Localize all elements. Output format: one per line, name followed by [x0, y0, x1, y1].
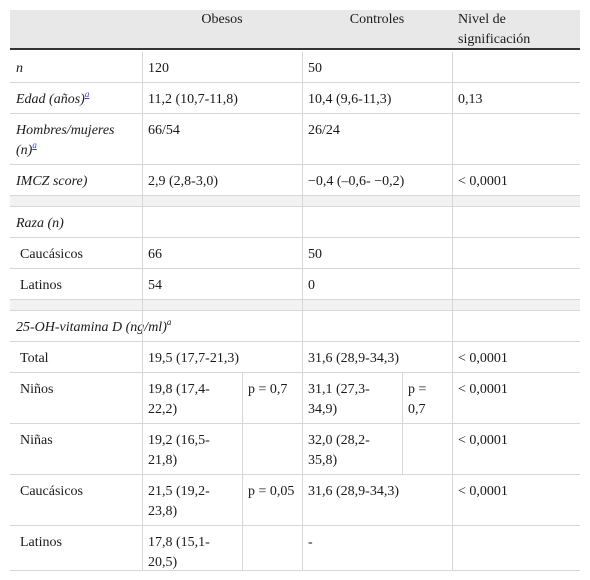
header-nivel: Nivel de significación — [452, 10, 580, 48]
row-imcz-label: IMCZ score) — [10, 165, 142, 195]
divider — [10, 525, 580, 526]
divider — [10, 268, 580, 269]
header-rule — [10, 48, 580, 50]
row-vit-caucasicos-label: Caucásicos — [10, 475, 142, 525]
row-edad-label: Edad (años)a — [10, 83, 142, 113]
row-ninas-controles: 32,0 (28,2-35,8) — [302, 424, 402, 474]
divider — [10, 164, 580, 165]
row-n-label: n — [10, 52, 142, 82]
column-divider — [302, 52, 303, 570]
row-ninos-controles-p: p = 0,7 — [402, 373, 452, 423]
divider — [10, 299, 580, 300]
row-vit-caucasicos-obesos: 21,5 (19,2-23,8) — [142, 475, 242, 525]
row-ninos-label: Niños — [10, 373, 142, 423]
header-blank-cell — [10, 10, 142, 48]
row-n-obesos: 120 — [142, 52, 302, 82]
row-total-obesos: 19,5 (17,7-21,3) — [142, 342, 302, 372]
row-latinos-obesos: 54 — [142, 269, 302, 299]
row-vit-latinos-p — [452, 526, 580, 570]
row-n-controles: 50 — [302, 52, 452, 82]
row-imcz-obesos: 2,9 (2,8-3,0) — [142, 165, 302, 195]
spacer-row — [10, 300, 580, 310]
row-ninas-controles-p — [402, 424, 452, 474]
row-total-p: < 0,0001 — [452, 342, 580, 372]
row-ninas-label: Niñas — [10, 424, 142, 474]
row-imcz-p: < 0,0001 — [452, 165, 580, 195]
row-sexo-label: Hombres/mujeres (n)a — [10, 114, 142, 164]
row-ninas-obesos-p — [242, 424, 302, 474]
column-divider — [142, 52, 143, 570]
row-vit-latinos-obesos-p — [242, 526, 302, 570]
spacer-row — [10, 196, 580, 206]
column-divider — [402, 373, 403, 474]
divider — [10, 474, 580, 475]
row-sexo-obesos: 66/54 — [142, 114, 302, 164]
row-n-p — [452, 52, 580, 82]
divider — [10, 82, 580, 83]
row-caucasicos-controles: 50 — [302, 238, 452, 268]
divider — [10, 570, 580, 571]
divider — [10, 206, 580, 207]
row-vit-caucasicos-p: < 0,0001 — [452, 475, 580, 525]
section-vitd-label: 25-OH-vitamina D (ng/ml)a — [10, 311, 580, 341]
column-divider — [242, 373, 243, 570]
section-raza-label: Raza (n) — [10, 207, 580, 237]
row-ninos-obesos: 19,8 (17,4-22,2) — [142, 373, 242, 423]
divider — [10, 423, 580, 424]
row-sexo-p — [452, 114, 580, 164]
row-latinos-controles: 0 — [302, 269, 452, 299]
row-total-controles: 31,6 (28,9-34,3) — [302, 342, 452, 372]
row-vit-latinos-controles: - — [302, 526, 452, 570]
header-controles: Controles — [302, 10, 452, 48]
row-caucasicos-obesos: 66 — [142, 238, 302, 268]
row-ninos-obesos-p: p = 0,7 — [242, 373, 302, 423]
divider — [10, 310, 580, 311]
row-ninas-obesos: 19,2 (16,5-21,8) — [142, 424, 242, 474]
divider — [10, 341, 580, 342]
row-edad-controles: 10,4 (9,6-11,3) — [302, 83, 452, 113]
divider — [10, 372, 580, 373]
row-caucasicos-p — [452, 238, 580, 268]
divider — [10, 195, 580, 196]
divider — [10, 113, 580, 114]
footnote-a-link[interactable]: a — [84, 89, 90, 99]
row-ninos-controles: 31,1 (27,3-34,9) — [302, 373, 402, 423]
row-total-label: Total — [10, 342, 142, 372]
row-latinos-label: Latinos — [10, 269, 142, 299]
header-obesos: Obesos — [142, 10, 302, 48]
row-vit-latinos-label: Latinos — [10, 526, 142, 570]
divider — [10, 237, 580, 238]
row-imcz-controles: −0,4 (–0,6- −0,2) — [302, 165, 452, 195]
row-edad-obesos: 11,2 (10,7-11,8) — [142, 83, 302, 113]
row-ninos-p: < 0,0001 — [452, 373, 580, 423]
row-vit-caucasicos-obesos-p: p = 0,05 — [242, 475, 302, 525]
row-ninas-p: < 0,0001 — [452, 424, 580, 474]
column-divider — [452, 52, 453, 570]
row-sexo-controles: 26/24 — [302, 114, 452, 164]
row-vit-caucasicos-controles: 31,6 (28,9-34,3) — [302, 475, 452, 525]
row-edad-p: 0,13 — [452, 83, 580, 113]
row-caucasicos-label: Caucásicos — [10, 238, 142, 268]
footnote-a-link[interactable]: a — [32, 140, 37, 150]
row-latinos-p — [452, 269, 580, 299]
row-vit-latinos-obesos: 17,8 (15,1-20,5) — [142, 526, 242, 570]
